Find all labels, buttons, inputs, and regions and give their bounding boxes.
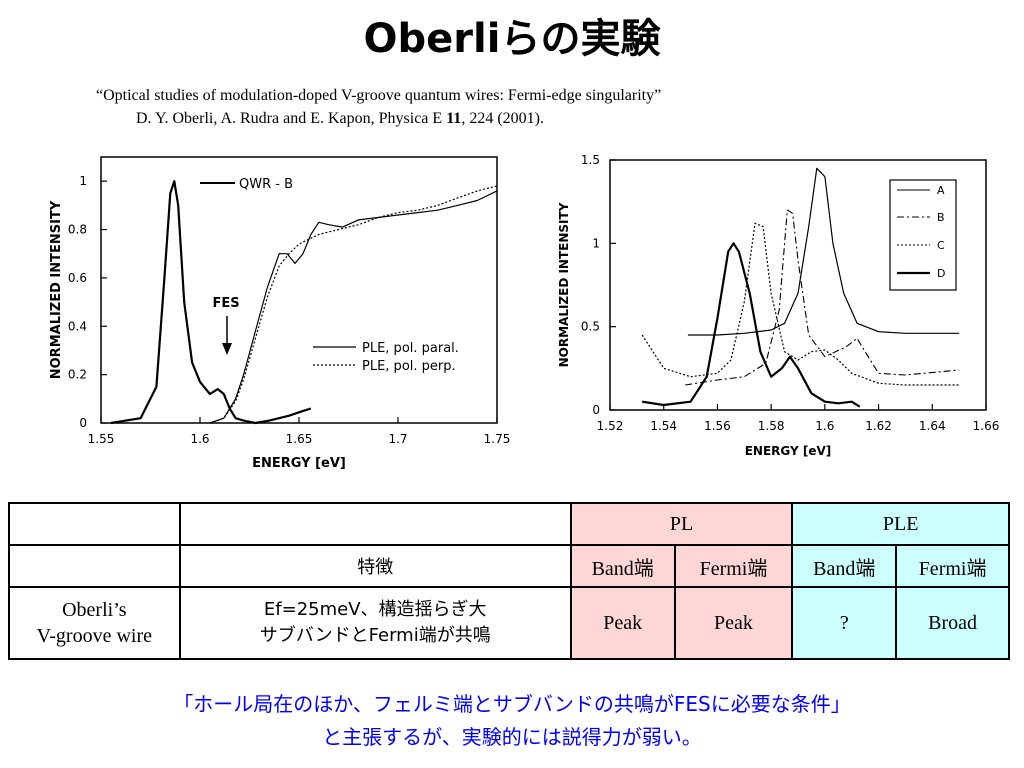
x-tick-label: 1.58	[758, 419, 785, 433]
header-pl-band: Band端	[569, 544, 676, 588]
reference-citation: “Optical studies of modulation-doped V-g…	[96, 84, 661, 130]
table-cell-empty	[8, 544, 181, 588]
x-tick-label: 1.6	[190, 432, 209, 446]
series-line-4	[642, 242, 861, 408]
plot-frame	[609, 159, 987, 411]
legend-box	[889, 179, 957, 291]
reference-authors: D. Y. Oberli, A. Rudra and E. Kapon, Phy…	[136, 110, 544, 127]
right-spectrum-chart: 1.52 1.54 1.56 1.58 1.6 1.62 1.64 1.6600.511.5 …	[557, 155, 1000, 458]
legend-label-d: D	[937, 267, 945, 280]
row-sample-name: Oberli’s V-groove wire	[8, 586, 181, 660]
left-spectrum-chart: 1.55 1.6 1.65 1.7 1.75 0 0.2 0.4 0.6 0.8 1 NORMALI…	[49, 156, 510, 471]
header-ple-band: Band端	[791, 544, 898, 588]
y-tick-label: 1	[79, 174, 87, 188]
legend-label-b: B	[937, 211, 945, 224]
table-row: Oberli’s V-groove wire Ef=25meV、構造揺らぎ大 サ…	[8, 586, 1010, 660]
x-tick-label: 1.7	[388, 432, 407, 446]
legend-label-c: C	[937, 239, 945, 252]
cell-ple-band: ?	[791, 586, 898, 660]
page-title: Oberliらの実験	[363, 16, 661, 62]
conclusion-text: 「ホール局在のほか、フェルミ端とサブバンドの共鳴がFESに必要な条件」 と主張す…	[0, 688, 1024, 754]
reference-title: “Optical studies of modulation-doped V-g…	[96, 87, 662, 104]
conclusion-line2: と主張するが、実験的には説得力が弱い。	[322, 725, 702, 749]
legend-label-perp: PLE, pol. perp.	[362, 359, 456, 374]
table-header-row: PL PLE	[8, 502, 1010, 546]
y-axis-label: NORMALIZED INTENSITY	[49, 200, 64, 379]
header-feature: 特徴	[178, 544, 572, 588]
plot-frame	[100, 156, 498, 424]
y-tick-label: 0.5	[581, 320, 600, 334]
y-tick-label: 1	[592, 236, 600, 250]
x-tick-label: 1.54	[650, 419, 677, 433]
x-tick-label: 1.55	[88, 432, 115, 446]
cell-ple-fermi: Broad	[895, 586, 1010, 660]
y-tick-label: 0.6	[68, 271, 87, 285]
table-cell-empty	[8, 502, 181, 546]
cell-pl-band: Peak	[569, 586, 676, 660]
x-tick-label: 1.6	[815, 419, 834, 433]
y-tick-label: 0.8	[68, 223, 87, 237]
x-axis-label: ENERGY [eV]	[745, 444, 832, 458]
y-tick-label: 1.5	[581, 155, 600, 167]
x-tick-label: 1.56	[704, 419, 731, 433]
cell-pl-fermi: Peak	[673, 586, 794, 660]
sample-name-line2: V-groove wire	[36, 625, 152, 647]
x-axis-label: ENERGY [eV]	[252, 456, 346, 471]
legend-label-paral: PLE, pol. paral.	[362, 341, 459, 356]
x-tick-label: 1.75	[484, 432, 510, 446]
y-tick-label: 0.2	[68, 368, 87, 382]
sample-name-line1: Oberli’s	[62, 599, 127, 621]
y-tick-label: 0.4	[68, 319, 87, 333]
row-feature: Ef=25meV、構造揺らぎ大 サブバンドとFermi端が共鳴	[178, 586, 572, 660]
legend-label-a: A	[937, 184, 945, 197]
header-ple-fermi: Fermi端	[895, 544, 1010, 588]
x-tick-label: 1.64	[919, 419, 946, 433]
header-pl-fermi: Fermi端	[673, 544, 794, 588]
series-line-1	[110, 180, 312, 425]
comparison-table: PL PLE 特徴 Band端 Fermi端 Band端 Fermi端 Ober…	[8, 502, 1010, 660]
x-tick-label: 1.65	[286, 432, 313, 446]
y-tick-label: 0	[592, 403, 600, 417]
feature-line1: Ef=25meV、構造揺らぎ大	[263, 599, 487, 620]
legend-label-qwr: QWR - B	[239, 177, 293, 192]
header-ple: PLE	[791, 502, 1010, 546]
x-tick-label: 1.66	[973, 419, 1000, 433]
x-tick-label: 1.62	[865, 419, 892, 433]
fes-annotation: FES	[212, 296, 239, 311]
y-axis-label: NORMALIZED INTENSITY	[557, 202, 571, 367]
series-line-2	[685, 209, 960, 386]
header-pl: PL	[569, 502, 794, 546]
table-subheader-row: 特徴 Band端 Fermi端 Band端 Fermi端	[8, 544, 1010, 588]
y-tick-label: 0	[79, 416, 87, 430]
feature-line2: サブバンドとFermi端が共鳴	[259, 625, 491, 646]
x-tick-label: 1.52	[597, 419, 624, 433]
conclusion-line1: 「ホール局在のほか、フェルミ端とサブバンドの共鳴がFESに必要な条件」	[173, 692, 851, 716]
fes-arrowhead	[222, 343, 232, 355]
series-line-2	[209, 190, 498, 424]
series-line-3	[209, 185, 498, 424]
table-cell-empty	[178, 502, 572, 546]
